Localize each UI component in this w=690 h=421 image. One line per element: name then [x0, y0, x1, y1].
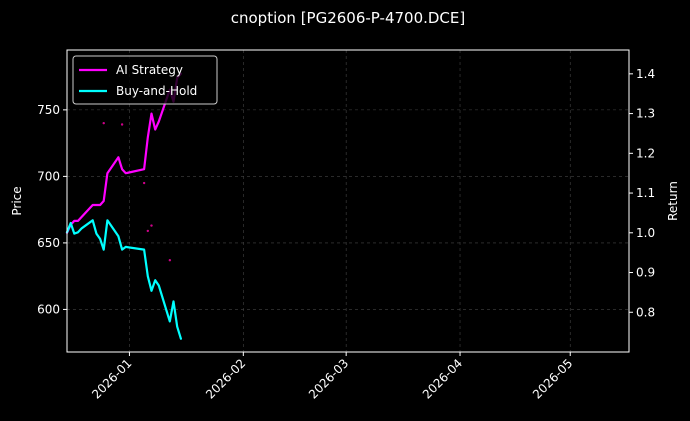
y-axis-left-label: Price	[10, 186, 24, 215]
series-layer	[65, 72, 182, 340]
trade-marker	[150, 224, 153, 227]
y-axis-left: 600 650 700 750	[37, 103, 67, 316]
plot-frame	[66, 49, 630, 353]
series-line-buy-and-hold	[65, 219, 182, 340]
trade-marker	[146, 229, 150, 233]
series-line-ai-strategy	[65, 72, 182, 234]
y-left-tick-label: 750	[37, 103, 60, 117]
y-right-tick-label: 0.9	[636, 266, 655, 280]
y-left-tick-label: 650	[37, 236, 60, 250]
trade-marker	[168, 259, 172, 262]
y-right-tick-label: 1.0	[636, 226, 655, 240]
y-right-tick-label: 1.1	[636, 186, 655, 200]
y-right-tick-label: 1.4	[636, 67, 655, 81]
chart-title: cnoption [PG2606-P-4700.DCE]	[231, 9, 466, 27]
trade-marker	[142, 181, 146, 185]
y-axis-right: 0.8 0.9 1.0 1.1 1.2 1.3 1.4	[629, 67, 655, 319]
y-left-tick-label: 600	[37, 302, 60, 316]
marker-layer	[102, 121, 172, 262]
y-left-tick-label: 700	[37, 169, 60, 183]
legend-label-ai-strategy: AI Strategy	[116, 63, 183, 77]
trade-marker	[120, 123, 124, 126]
y-right-tick-label: 0.8	[636, 305, 655, 319]
legend-box	[72, 55, 218, 105]
y-axis-right-label: Return	[666, 181, 680, 221]
y-right-tick-label: 1.3	[636, 107, 655, 121]
legend-label-buy-and-hold: Buy-and-Hold	[116, 84, 197, 98]
y-right-tick-label: 1.2	[636, 146, 655, 160]
legend: AI Strategy Buy-and-Hold	[72, 55, 218, 105]
trade-marker	[102, 121, 105, 125]
